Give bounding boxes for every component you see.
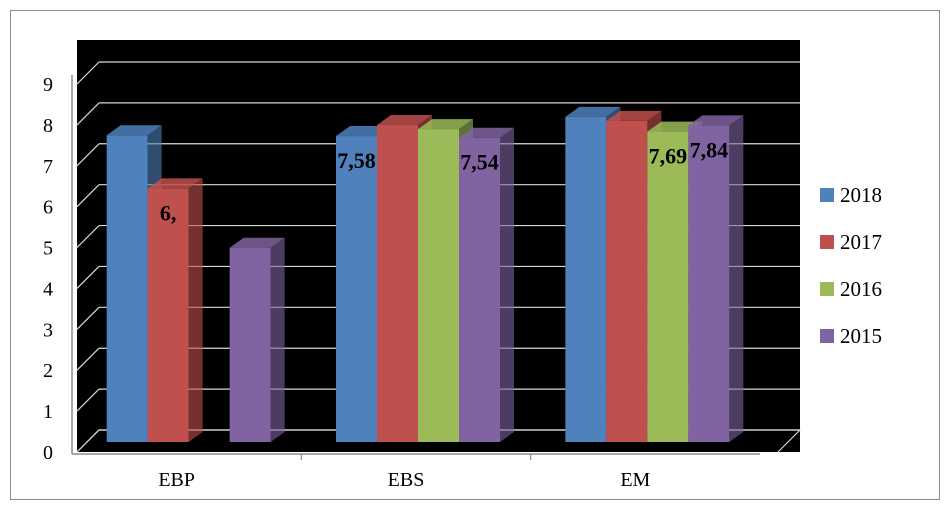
gridline-side-7 — [76, 143, 100, 167]
y-tick-label-4: 4 — [43, 278, 53, 300]
category-label-ebs: EBS — [388, 469, 425, 491]
gridline-side-3 — [76, 306, 100, 330]
data-label-ebp-2017: 6, — [160, 200, 177, 225]
y-tick-label-0: 0 — [43, 442, 53, 464]
gridline-side-1 — [76, 388, 100, 412]
axes: 0 1 2 3 4 5 6 7 8 9 EBP EBS EM — [43, 74, 760, 491]
y-tick-label-6: 6 — [43, 197, 53, 219]
legend: 2018 2017 2016 2015 — [820, 183, 882, 348]
bar-ebs-2015 — [459, 127, 514, 442]
bar-top-em-2017 — [606, 110, 662, 121]
bar-side-em-2015 — [729, 115, 744, 442]
bar-top-ebs-2017 — [377, 115, 432, 126]
legend-label-2016: 2016 — [840, 277, 882, 301]
bar-em-2015 — [688, 115, 744, 442]
y-tick-label-8: 8 — [43, 115, 53, 137]
data-labels: 6, 7,58 7,54 7,69 7,84 — [160, 137, 728, 225]
y-tick-label-1: 1 — [43, 401, 53, 423]
bar-top-ebp-2015 — [229, 237, 285, 248]
gridline-side-5 — [76, 225, 100, 248]
legend-swatch-2017 — [820, 235, 834, 249]
bar-top-ebs-2015 — [459, 127, 514, 138]
bar-front-em-2018 — [565, 116, 607, 442]
bar-front-em-2015 — [688, 125, 730, 442]
bar-front-ebs-2015 — [459, 137, 500, 442]
bar-top-ebs-2016 — [418, 119, 473, 130]
bar-top-em-2018 — [565, 106, 621, 117]
bar-top-ebp-2017 — [147, 178, 203, 189]
legend-swatch-2015 — [820, 329, 834, 343]
bar-front-ebp-2015 — [229, 247, 271, 442]
gridline-side-9 — [76, 61, 100, 85]
data-label-ebs-2018: 7,58 — [337, 148, 376, 173]
legend-swatch-2016 — [820, 282, 834, 296]
bar-front-em-2017 — [606, 120, 648, 442]
category-label-ebp: EBP — [158, 469, 195, 491]
y-tick-label-7: 7 — [43, 156, 53, 178]
gridline-side-2 — [76, 347, 100, 371]
bar-ebp-2017 — [147, 178, 203, 442]
y-tick-label-3: 3 — [43, 319, 53, 341]
bar-front-ebp-2018 — [106, 135, 148, 442]
legend-label-2017: 2017 — [840, 230, 882, 254]
gridline-side-8 — [76, 102, 100, 126]
y-tick-label-5: 5 — [43, 238, 53, 260]
bar-front-em-2016 — [647, 131, 689, 442]
legend-swatch-2018 — [820, 188, 834, 202]
category-label-em: EM — [620, 469, 650, 491]
bars — [106, 106, 744, 443]
legend-label-2018: 2018 — [840, 183, 882, 207]
legend-label-2015: 2015 — [840, 324, 882, 348]
bar-front-ebs-2017 — [377, 125, 418, 443]
data-label-ebs-2015: 7,54 — [460, 150, 499, 175]
gridline-side-4 — [76, 266, 100, 289]
bar-front-ebs-2018 — [336, 136, 377, 442]
bar-side-ebs-2015 — [500, 127, 514, 442]
y-tick-label-9: 9 — [43, 74, 53, 96]
data-label-em-2015: 7,84 — [690, 137, 729, 162]
bar-side-ebp-2017 — [188, 178, 203, 442]
bar-ebp-2015 — [229, 237, 285, 442]
bar-top-em-2015 — [688, 115, 744, 126]
bar-top-ebp-2018 — [106, 125, 162, 136]
bar-front-ebp-2017 — [147, 188, 189, 442]
y-tick-label-2: 2 — [43, 360, 53, 382]
gridline-side-6 — [76, 184, 100, 208]
bar-side-ebp-2015 — [270, 237, 285, 442]
bar-front-ebs-2016 — [418, 129, 459, 442]
data-label-em-2016: 7,69 — [649, 144, 688, 169]
